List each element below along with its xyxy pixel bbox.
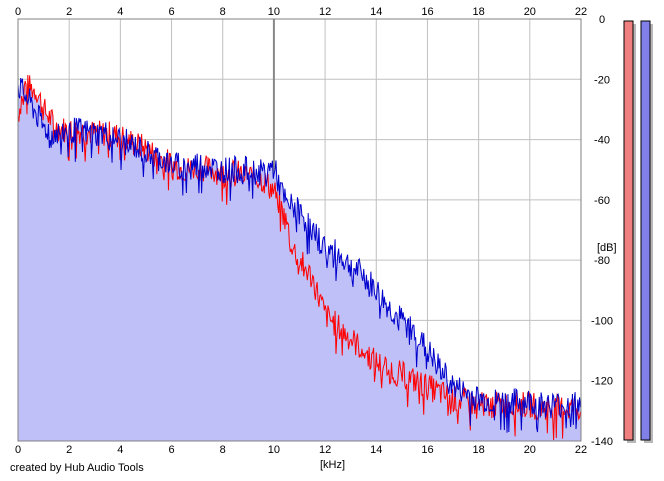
x-axis-label: [kHz] (320, 459, 345, 471)
x-tick-label-bottom: 10 (268, 444, 280, 456)
series-red-line (17, 75, 581, 441)
x-tick-label-top: 20 (524, 6, 536, 18)
x-tick-label-bottom: 8 (220, 444, 226, 456)
x-tick-label-bottom: 14 (370, 444, 382, 456)
x-tick-label-bottom: 20 (524, 444, 536, 456)
level-meters (623, 20, 653, 443)
x-tick-label-top: 16 (421, 6, 433, 18)
y-tick-label: -40 (594, 135, 610, 147)
x-tick-label-bottom: 6 (168, 444, 174, 456)
y-tick-label: -100 (591, 315, 613, 327)
y-tick-label: -120 (591, 376, 613, 388)
x-tick-label-top: 14 (370, 6, 382, 18)
x-tick-label-bottom: 12 (319, 444, 331, 456)
x-tick-label-bottom: 22 (575, 444, 587, 456)
series-blue-line (17, 77, 581, 433)
x-tick-label-top: 18 (473, 6, 485, 18)
y-tick-label: -80 (594, 255, 610, 267)
y-tick-label: 0 (599, 14, 605, 26)
x-tick-label-bottom: 16 (421, 444, 433, 456)
x-tick-label-bottom: 2 (66, 444, 72, 456)
y-tick-label: -20 (594, 74, 610, 86)
meter-left-bar (623, 20, 634, 441)
y-tick-label: -140 (591, 436, 613, 448)
x-tick-label-bottom: 0 (15, 444, 21, 456)
x-tick-label-top: 12 (319, 6, 331, 18)
x-tick-label-top: 0 (15, 6, 21, 18)
axes (17, 18, 582, 442)
x-tick-label-top: 2 (66, 6, 72, 18)
x-tick-label-bottom: 4 (117, 444, 123, 456)
x-tick-label-top: 8 (220, 6, 226, 18)
x-tick-label-bottom: 18 (473, 444, 485, 456)
plot-frame (17, 18, 582, 442)
y-tick-label: -60 (594, 195, 610, 207)
y-tick-labels: 0 -20 -40 -60 -80 -100 -120 -140 (591, 14, 613, 448)
x-tick-label-top: 6 (168, 6, 174, 18)
x-tick-label-top: 4 (117, 6, 123, 18)
credit-text: created by Hub Audio Tools (10, 462, 144, 474)
meter-right-bar (640, 20, 651, 441)
y-axis-label: [dB] (597, 242, 617, 254)
x-tick-label-top: 10 (268, 6, 280, 18)
x-tick-label-top: 22 (575, 6, 587, 18)
series-lines (17, 75, 581, 441)
